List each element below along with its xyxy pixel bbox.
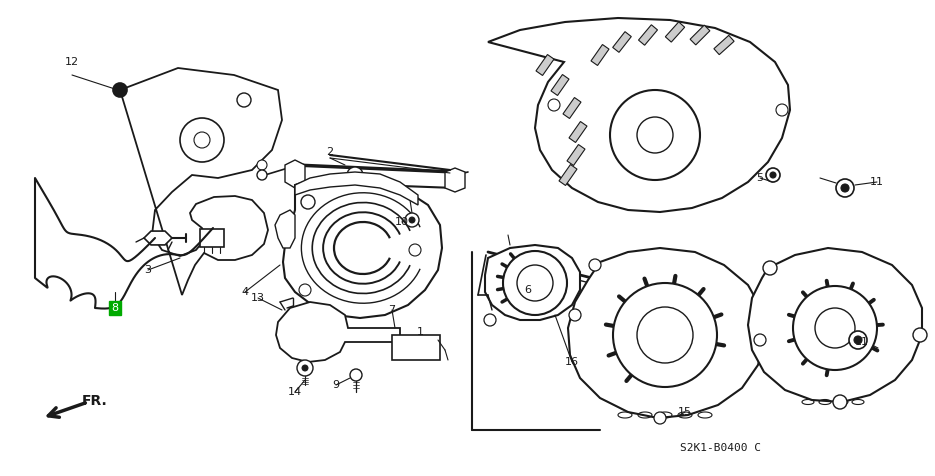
Circle shape [589,259,601,271]
Polygon shape [568,248,765,418]
Circle shape [836,179,854,197]
Circle shape [548,99,560,111]
Circle shape [654,412,666,424]
Text: FR.: FR. [82,394,108,408]
Text: S2K1-B0400 C: S2K1-B0400 C [680,443,761,453]
Polygon shape [666,22,684,42]
Text: 12: 12 [65,57,79,67]
Polygon shape [748,248,922,402]
Circle shape [297,360,313,376]
Polygon shape [392,335,440,360]
Polygon shape [276,302,400,362]
Circle shape [409,244,421,256]
Circle shape [637,117,673,153]
Circle shape [299,284,311,296]
Polygon shape [591,45,609,66]
Circle shape [849,331,867,349]
Circle shape [613,283,717,387]
Circle shape [754,334,766,346]
Circle shape [833,395,847,409]
Circle shape [793,286,877,370]
Polygon shape [120,68,282,295]
Text: 9: 9 [333,380,339,390]
Polygon shape [485,245,580,320]
Polygon shape [714,35,734,55]
Circle shape [180,118,224,162]
Polygon shape [612,32,631,52]
Polygon shape [536,55,554,76]
Circle shape [301,195,315,209]
Circle shape [854,336,862,344]
Polygon shape [639,25,657,45]
Circle shape [569,309,581,321]
Text: 2: 2 [326,147,334,157]
Text: 15: 15 [678,407,692,417]
Polygon shape [559,165,577,186]
Circle shape [484,314,496,326]
Circle shape [503,251,567,315]
Polygon shape [144,231,172,245]
Circle shape [766,168,780,182]
Circle shape [841,184,849,192]
Circle shape [610,90,700,180]
Circle shape [194,132,210,148]
Circle shape [347,167,363,183]
Circle shape [237,93,251,107]
Polygon shape [275,210,295,248]
Polygon shape [569,121,587,142]
Circle shape [257,160,267,170]
Text: 13: 13 [251,293,265,303]
Text: 8: 8 [111,303,119,313]
Circle shape [113,83,127,97]
Text: 14: 14 [288,387,302,397]
Text: 3: 3 [145,265,151,275]
Text: 10: 10 [395,217,409,227]
Circle shape [763,261,777,275]
Circle shape [257,170,267,180]
Circle shape [350,369,362,381]
Text: 11: 11 [870,177,884,187]
Polygon shape [445,168,465,192]
Circle shape [637,307,693,363]
Text: 6: 6 [525,285,531,295]
Text: 1: 1 [416,327,424,337]
Text: 5: 5 [756,173,764,183]
Polygon shape [285,160,305,188]
Polygon shape [283,178,442,318]
Circle shape [517,265,553,301]
Polygon shape [690,25,710,45]
Text: 16: 16 [565,357,579,367]
Text: 7: 7 [388,305,396,315]
Text: 11: 11 [855,337,869,347]
Polygon shape [200,229,224,247]
Circle shape [913,328,927,342]
Circle shape [409,217,415,223]
Circle shape [776,104,788,116]
Circle shape [815,308,855,348]
Circle shape [770,172,776,178]
Circle shape [302,365,308,371]
Polygon shape [295,172,418,205]
Polygon shape [563,98,581,119]
Polygon shape [488,18,790,212]
Text: 4: 4 [241,287,249,297]
Circle shape [405,213,419,227]
Polygon shape [551,75,569,96]
Polygon shape [567,145,585,166]
